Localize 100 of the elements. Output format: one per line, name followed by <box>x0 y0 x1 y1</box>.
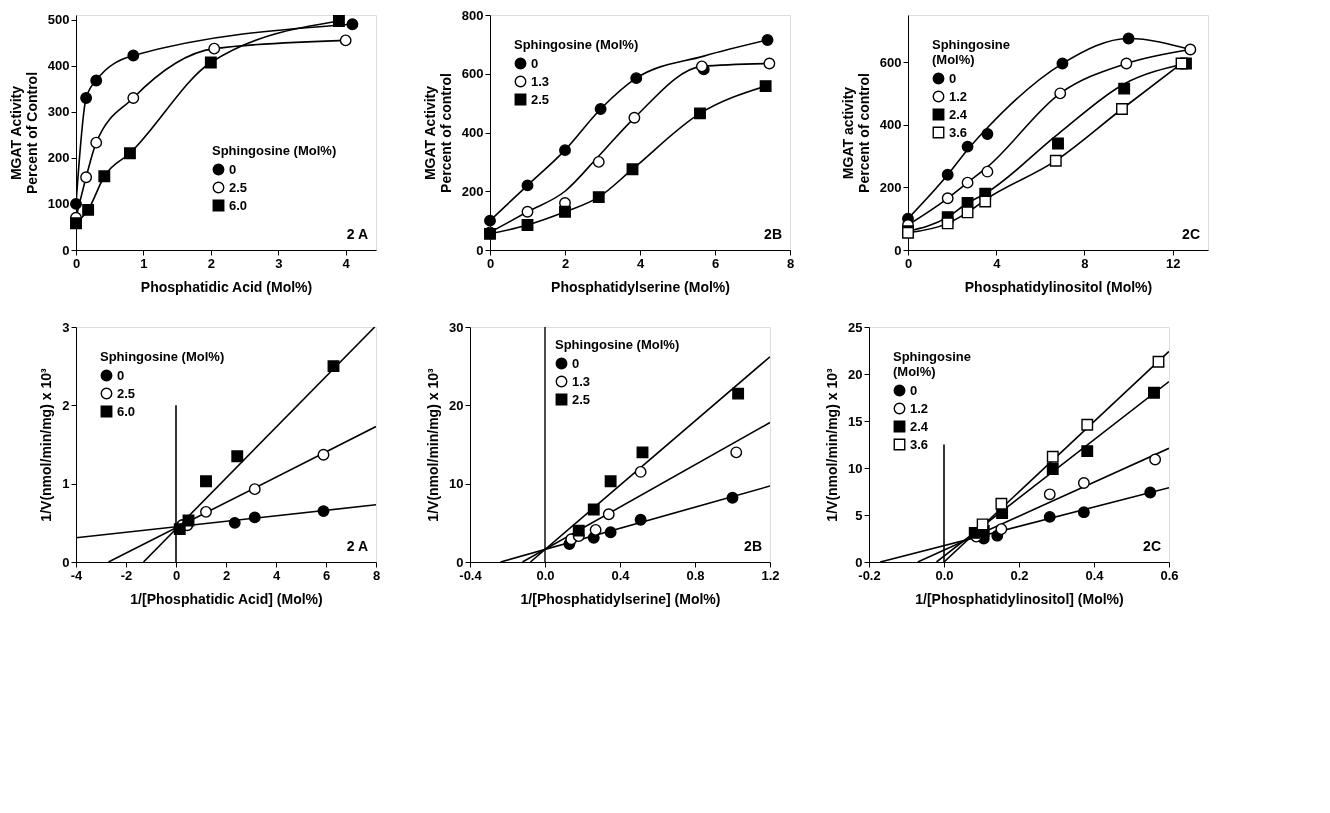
x-tick-label: 6 <box>711 255 720 271</box>
x-tick-label: 2 <box>222 567 231 583</box>
y-tick-label: 200 <box>47 150 70 166</box>
y-tick-label: 1 <box>62 476 70 492</box>
legend-label: 1.2 <box>949 88 968 104</box>
y-tick-label: 25 <box>848 319 863 335</box>
x-tick-label: 0.8 <box>686 567 705 583</box>
x-axis-title: 1/[Phosphatidylserine] (Mol%) <box>520 590 721 607</box>
y-tick-label: 200 <box>879 179 902 195</box>
x-tick-label: 0.4 <box>611 567 631 583</box>
legend-label: 1.3 <box>531 73 550 89</box>
x-tick-label: 0 <box>904 255 913 271</box>
x-tick-label: 12 <box>1165 255 1181 271</box>
y-tick-label: 15 <box>848 413 863 429</box>
y-axis-title: 1/V(nmol/min/mg) x 10³ <box>38 368 55 522</box>
y-tick-label: 400 <box>47 58 70 74</box>
y-tick-label: 0 <box>476 242 484 258</box>
y-axis-title: MGAT Activity Percent of Control <box>7 71 40 195</box>
x-tick-label: 3 <box>275 255 283 271</box>
x-tick-label: 4 <box>636 255 645 271</box>
annotation: 2B <box>764 226 782 242</box>
annotation: 2 A <box>346 226 368 242</box>
y-axis-title: 1/V(nmol/min/mg) x 10³ <box>824 368 841 522</box>
y-tick-label: 5 <box>855 507 863 523</box>
legend-label: 0 <box>229 161 237 177</box>
x-tick-label: 4 <box>272 567 281 583</box>
annotation: 2C <box>1182 226 1200 242</box>
legend-label: 0 <box>531 55 539 71</box>
legend-label: 1.2 <box>910 400 929 416</box>
legend-title: Sphingosine (Mol%) <box>555 337 680 352</box>
x-tick-label: 0.0 <box>536 567 555 583</box>
y-tick-label: 800 <box>461 7 484 23</box>
x-tick-label: 2 <box>207 255 215 271</box>
y-tick-label: 600 <box>879 54 902 70</box>
legend-title: Sphingosine (Mol%) <box>893 349 971 379</box>
x-tick-label: -2 <box>120 567 133 583</box>
y-tick-label: 500 <box>47 12 70 28</box>
y-tick-label: 300 <box>47 104 70 120</box>
y-tick-label: 20 <box>848 366 863 382</box>
y-tick-label: 600 <box>461 66 484 82</box>
legend-title: Sphingosine (Mol%) <box>212 143 337 158</box>
x-tick-label: 0 <box>72 255 81 271</box>
x-axis-title: 1/[Phosphatidylinositol] (Mol%) <box>915 590 1124 607</box>
x-tick-label: 2 <box>561 255 570 271</box>
x-tick-label: -0.2 <box>858 567 881 583</box>
y-tick-label: 0 <box>456 554 464 570</box>
legend-label: 2.5 <box>229 179 248 195</box>
x-tick-label: 0 <box>172 567 181 583</box>
x-tick-label: 0.0 <box>935 567 954 583</box>
annotation: 2C <box>1143 538 1161 554</box>
x-tick-label: 0.2 <box>1010 567 1029 583</box>
legend-label: 1.3 <box>572 373 591 389</box>
y-tick-label: 200 <box>461 183 484 199</box>
y-tick-label: 100 <box>47 196 70 212</box>
y-axis-title: 1/V(nmol/min/mg) x 10³ <box>425 368 442 522</box>
x-tick-label: 1 <box>140 255 148 271</box>
x-tick-label: -0.4 <box>459 567 483 583</box>
x-tick-label: 0.4 <box>1085 567 1105 583</box>
y-tick-label: 0 <box>62 554 70 570</box>
legend-label: 2.5 <box>117 385 136 401</box>
legend-title: Sphingosine (Mol%) <box>100 349 225 364</box>
y-tick-label: 400 <box>879 117 902 133</box>
x-tick-label: 0.6 <box>1160 567 1179 583</box>
x-tick-label: 4 <box>342 255 351 271</box>
y-tick-label: 0 <box>855 554 863 570</box>
legend-label: 6.0 <box>229 197 248 213</box>
y-axis-title: MGAT Activity Percent of control <box>421 73 454 193</box>
y-axis-title: MGAT activity Percent of control <box>839 73 872 193</box>
y-tick-label: 0 <box>62 242 70 258</box>
legend-label: 3.6 <box>949 124 968 140</box>
y-tick-label: 10 <box>449 476 464 492</box>
annotation: 2B <box>744 538 762 554</box>
y-tick-label: 0 <box>894 242 902 258</box>
legend-label: 2.4 <box>949 106 968 122</box>
x-axis-title: Phosphatidylserine (Mol%) <box>551 278 730 295</box>
x-axis-title: 1/[Phosphatidic Acid] (Mol%) <box>130 590 323 607</box>
legend-label: 3.6 <box>910 436 929 452</box>
y-tick-label: 20 <box>449 397 464 413</box>
x-tick-label: 4 <box>993 255 1002 271</box>
legend-label: 0 <box>910 382 918 398</box>
legend-title: Sphingosine (Mol%) <box>932 37 1010 67</box>
legend-label: 6.0 <box>117 403 136 419</box>
y-tick-label: 30 <box>449 319 464 335</box>
y-tick-label: 3 <box>62 319 70 335</box>
x-axis-title: Phosphatidic Acid (Mol%) <box>140 278 313 295</box>
legend-label: 0 <box>949 70 957 86</box>
legend-label: 2.4 <box>910 418 929 434</box>
x-tick-label: 0 <box>486 255 495 271</box>
y-tick-label: 2 <box>62 397 70 413</box>
x-tick-label: 8 <box>372 567 381 583</box>
y-tick-label: 10 <box>848 460 863 476</box>
legend-label: 2.5 <box>572 391 591 407</box>
x-axis-title: Phosphatidylinositol (Mol%) <box>964 278 1153 295</box>
x-tick-label: 6 <box>322 567 331 583</box>
x-tick-label: 1.2 <box>761 567 780 583</box>
annotation: 2 A <box>346 538 368 554</box>
x-tick-label: -4 <box>70 567 84 583</box>
legend-title: Sphingosine (Mol%) <box>514 37 639 52</box>
legend-label: 2.5 <box>531 91 550 107</box>
legend-label: 0 <box>117 367 125 383</box>
